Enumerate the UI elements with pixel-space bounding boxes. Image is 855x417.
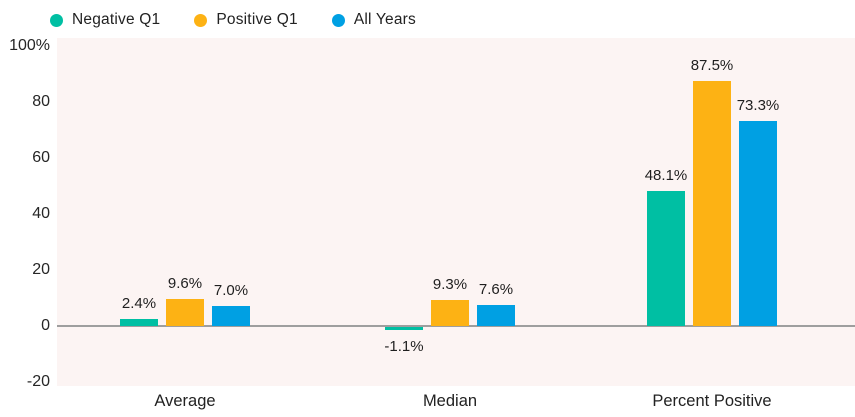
y-tick-label: 40 [32, 205, 50, 222]
plot-area [57, 38, 855, 386]
bar-positive-q1-median [431, 299, 469, 326]
y-tick-label: -20 [26, 373, 50, 390]
bar-value-label: 73.3% [736, 96, 780, 114]
bar-value-label: 7.6% [478, 280, 514, 298]
bar-value-label: 7.0% [213, 282, 249, 300]
bar-value-label: -1.1% [384, 338, 424, 356]
legend-label: All Years [353, 11, 416, 28]
zero-axis-line [57, 325, 855, 327]
bar-negative-q1-median [385, 327, 423, 331]
legend-dot-icon [194, 13, 208, 27]
legend-label: Negative Q1 [72, 11, 161, 28]
bar-positive-q1-average [166, 299, 204, 326]
y-tick-label: 100% [9, 37, 50, 54]
bar-positive-q1-percent-positive [693, 81, 731, 326]
x-category-label: Percent Positive [652, 392, 772, 410]
legend-item-positive-q1: Positive Q1 [194, 11, 298, 29]
y-tick-label: 0 [41, 317, 50, 334]
bar-value-label: 9.3% [432, 275, 468, 293]
y-tick-label: 20 [32, 261, 50, 278]
bar-all-years-percent-positive [739, 120, 777, 326]
legend-item-all-years: All Years [331, 11, 416, 29]
bar-negative-q1-average [120, 319, 158, 326]
legend-dot-icon [50, 13, 63, 27]
bar-value-label: 2.4% [121, 295, 157, 313]
y-tick-label: 80 [32, 93, 50, 110]
legend-item-negative-q1: Negative Q1 [50, 11, 160, 29]
bar-all-years-median [477, 304, 515, 326]
x-category-label: Median [422, 392, 478, 410]
legend-dot-icon [331, 13, 345, 27]
bar-value-label: 9.6% [167, 275, 203, 293]
bar-value-label: 48.1% [644, 167, 688, 185]
x-category-label: Average [154, 392, 216, 410]
bar-negative-q1-percent-positive [647, 191, 685, 326]
bar-value-label: 87.5% [690, 57, 734, 74]
legend-label: Positive Q1 [216, 11, 298, 28]
chart-legend: Negative Q1 Positive Q1 All Years [50, 8, 416, 32]
y-tick-label: 60 [32, 149, 50, 166]
bar-all-years-average [212, 306, 250, 326]
